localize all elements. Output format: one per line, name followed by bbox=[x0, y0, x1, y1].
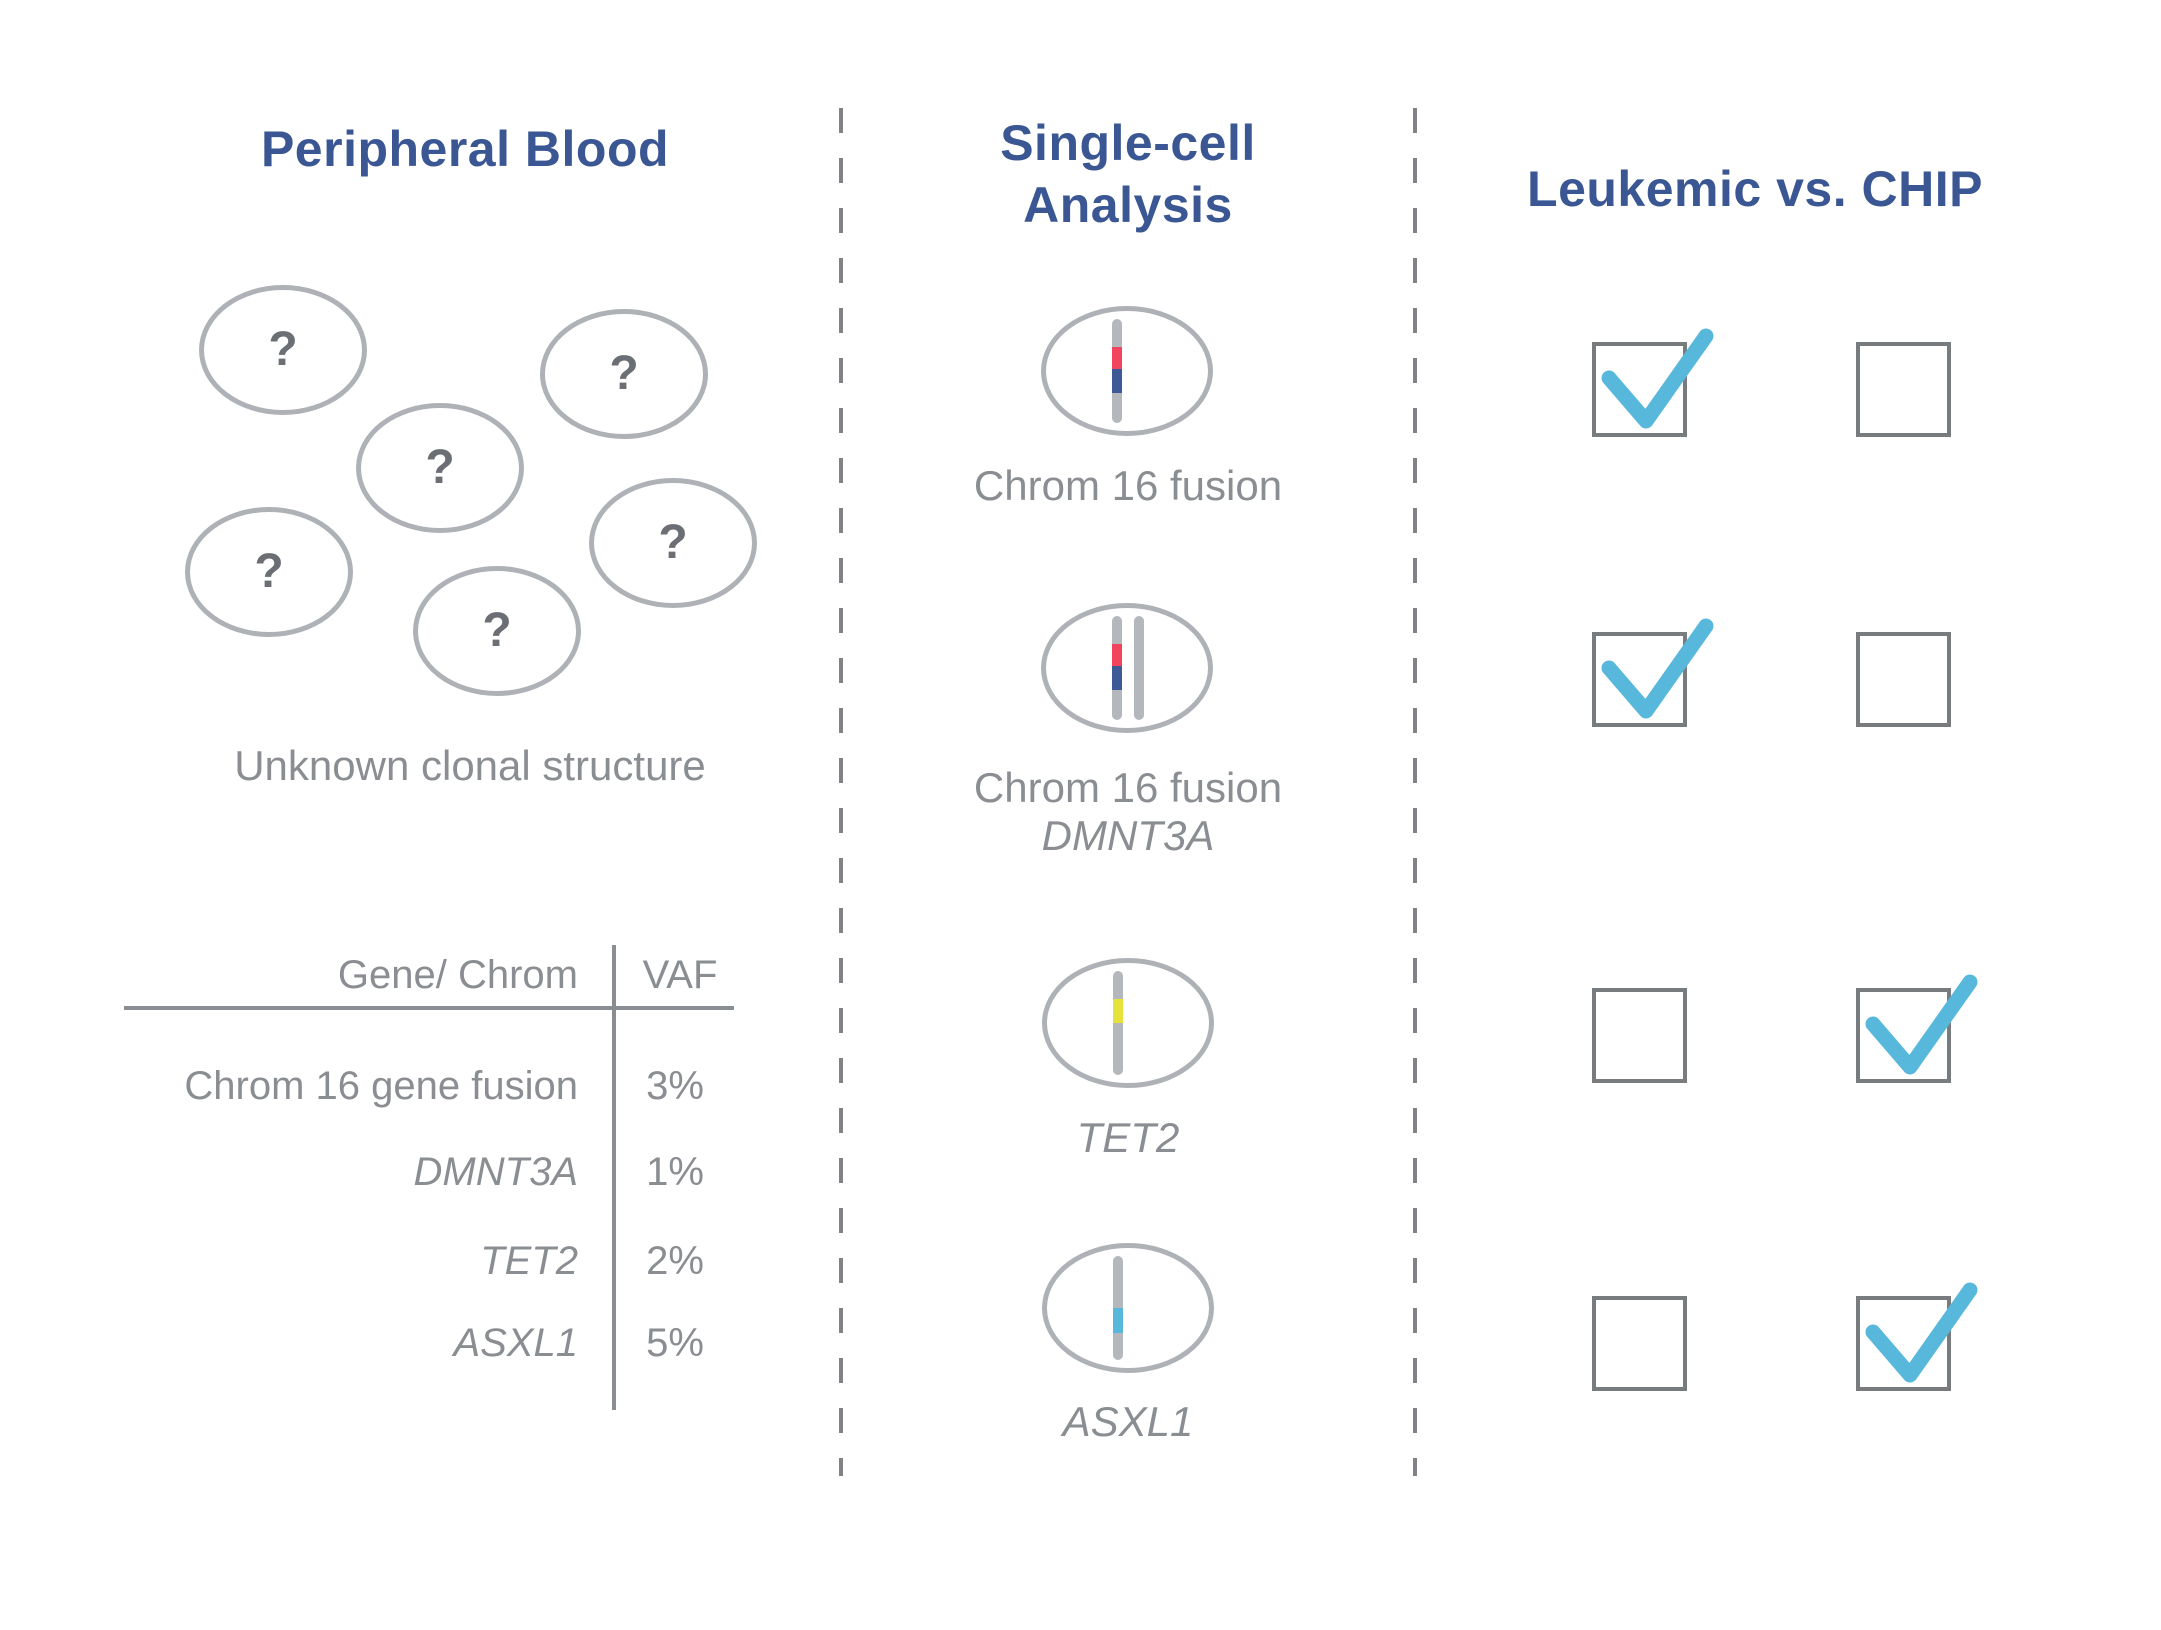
chromosome-segment-red bbox=[1112, 644, 1122, 666]
cell-label-dmnt3a: DMNT3A bbox=[1041, 812, 1215, 859]
checkbox-chip-row1[interactable] bbox=[1856, 342, 1951, 437]
cell-label-chrom16-fusion: Chrom 16 fusion bbox=[973, 764, 1283, 811]
checkmark-icon bbox=[1601, 618, 1714, 719]
single-cell-title: Single-cell Analysis bbox=[928, 112, 1328, 236]
question-mark: ? bbox=[268, 323, 298, 376]
unknown-structure-caption: Unknown clonal structure bbox=[234, 742, 706, 789]
vaf-header: VAF bbox=[642, 953, 718, 997]
chromosome-segment-navy bbox=[1112, 368, 1122, 393]
chromosome-segment-cyan bbox=[1113, 1308, 1123, 1333]
checkbox-leukemic-row2[interactable] bbox=[1592, 618, 1714, 727]
dashed-divider-right bbox=[1413, 108, 1417, 1476]
gene-cell: Chrom 16 gene fusion bbox=[184, 1064, 578, 1108]
unknown-cell-6: ? bbox=[589, 478, 757, 608]
question-mark: ? bbox=[609, 347, 639, 400]
vaf-cell: 3% bbox=[646, 1064, 704, 1108]
chromosome-segment-red bbox=[1112, 347, 1122, 369]
dashed-divider-left bbox=[839, 108, 843, 1476]
checkbox-chip-row4[interactable] bbox=[1856, 1282, 1978, 1391]
checkmark-icon bbox=[1601, 328, 1714, 429]
gene-chrom-header: Gene/ Chrom bbox=[337, 953, 578, 997]
chromosome bbox=[1112, 616, 1122, 720]
chromosome-segment-navy bbox=[1112, 665, 1122, 690]
question-mark: ? bbox=[482, 604, 512, 657]
gene-cell: TET2 bbox=[480, 1239, 578, 1283]
unknown-cell-3: ? bbox=[356, 403, 524, 533]
checkbox-chip-row2[interactable] bbox=[1856, 632, 1951, 727]
unknown-cell-5: ? bbox=[413, 566, 581, 696]
cell-label-tet2: TET2 bbox=[1076, 1114, 1180, 1161]
unknown-cell-2: ? bbox=[540, 309, 708, 439]
leukemic-chip-title: Leukemic vs. CHIP bbox=[1527, 161, 1983, 217]
checkbox-leukemic-row3[interactable] bbox=[1592, 988, 1687, 1083]
cell-label-asxl1: ASXL1 bbox=[1062, 1398, 1194, 1445]
checkbox-chip-row3[interactable] bbox=[1856, 974, 1978, 1083]
chromosome bbox=[1113, 1256, 1123, 1360]
table-column-rule bbox=[612, 945, 616, 1410]
unknown-cell-1: ? bbox=[199, 285, 367, 415]
vaf-cell: 2% bbox=[646, 1239, 704, 1283]
checkbox-leukemic-row1[interactable] bbox=[1592, 328, 1714, 437]
single-cell-title-line2: Analysis bbox=[1023, 177, 1233, 233]
table-header-rule bbox=[124, 1006, 734, 1010]
analysis-cell-asxl1 bbox=[1042, 1243, 1214, 1373]
chromosome bbox=[1112, 319, 1122, 423]
chromosome-segment-yellow bbox=[1113, 999, 1123, 1023]
analysis-cell-chrom16-fusion bbox=[1041, 306, 1213, 436]
cell-label-chrom16-fusion: Chrom 16 fusion bbox=[973, 462, 1283, 509]
unknown-cell-4: ? bbox=[185, 507, 353, 637]
analysis-cell-tet2 bbox=[1042, 958, 1214, 1088]
checkmark-icon bbox=[1865, 1282, 1978, 1383]
chromosome bbox=[1134, 616, 1144, 720]
question-mark: ? bbox=[425, 441, 455, 494]
gene-cell: DMNT3A bbox=[413, 1150, 578, 1194]
gene-cell: ASXL1 bbox=[453, 1321, 578, 1365]
vaf-cell: 5% bbox=[646, 1321, 704, 1365]
question-mark: ? bbox=[254, 545, 284, 598]
checkbox-leukemic-row4[interactable] bbox=[1592, 1296, 1687, 1391]
checkmark-icon bbox=[1865, 974, 1978, 1075]
question-mark: ? bbox=[658, 516, 688, 569]
chromosome bbox=[1113, 971, 1123, 1075]
analysis-cell-chrom16-fusion-dmnt3a bbox=[1041, 603, 1213, 733]
peripheral-blood-title: Peripheral Blood bbox=[260, 121, 670, 177]
single-cell-title-line1: Single-cell bbox=[1000, 115, 1256, 171]
vaf-cell: 1% bbox=[646, 1150, 704, 1194]
